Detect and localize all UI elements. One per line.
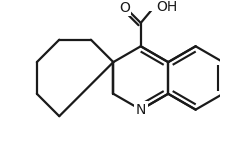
Text: N: N: [136, 103, 146, 117]
Text: O: O: [119, 1, 130, 15]
Text: OH: OH: [156, 0, 177, 14]
